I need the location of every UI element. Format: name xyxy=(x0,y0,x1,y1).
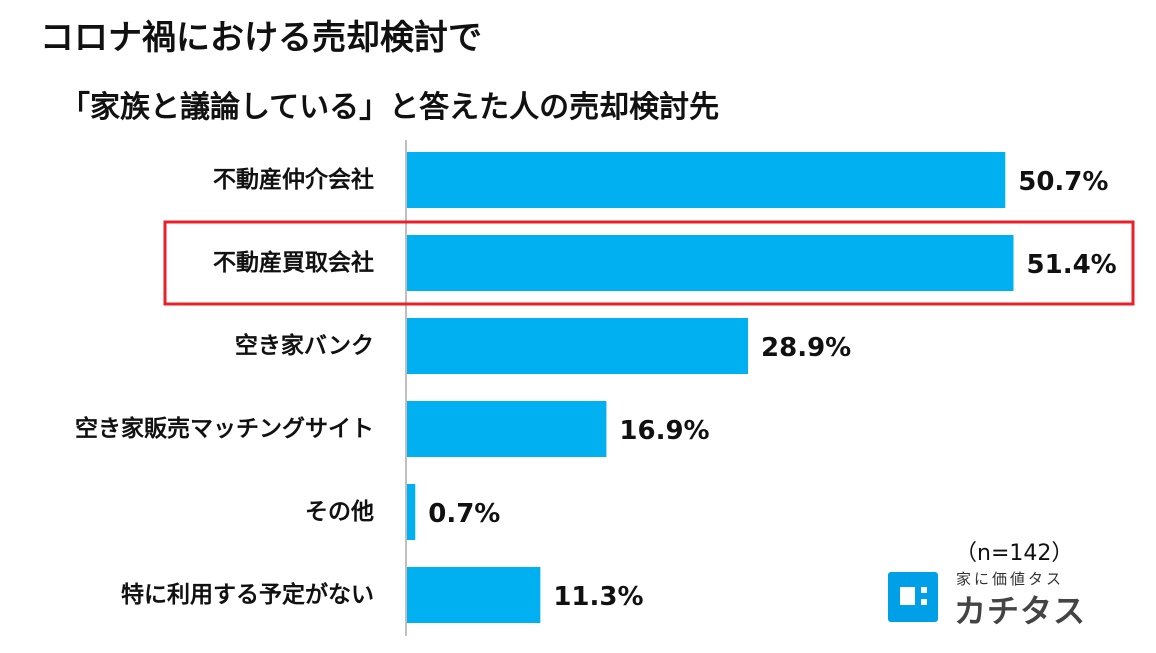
highlight-frame xyxy=(163,220,1135,306)
logo-name: カチタス xyxy=(954,592,1087,630)
value-label-0: 50.7% xyxy=(1018,167,1108,197)
kachitasu-logo: 家に価値タス カチタス xyxy=(888,568,1088,630)
category-label-0: 不動産仲介会社 xyxy=(213,166,374,193)
category-label-3: 空き家販売マッチングサイト xyxy=(75,415,374,442)
bar-4 xyxy=(407,484,416,540)
value-label-4: 0.7% xyxy=(428,499,500,529)
value-label-2: 28.9% xyxy=(761,333,851,363)
bar-0 xyxy=(407,152,1006,208)
value-label-3: 16.9% xyxy=(619,416,709,446)
value-label-5: 11.3% xyxy=(553,582,643,612)
kachitasu-logo-icon xyxy=(888,572,938,622)
sample-size-note: （n=142） xyxy=(955,541,1074,566)
bar-3 xyxy=(407,401,607,457)
category-label-4: その他 xyxy=(305,499,374,525)
logo-tagline: 家に価値タス xyxy=(956,570,1065,588)
chart-title-line2: 「家族と議論している」と答えた人の売却検討先 xyxy=(60,90,720,125)
chart-title-line1: コロナ禍における売却検討で xyxy=(40,18,482,58)
value-label-1: 51.4% xyxy=(1027,250,1117,280)
bar-5 xyxy=(407,567,541,623)
category-label-2: 空き家バンク xyxy=(235,332,374,359)
category-label-5: 特に利用する予定がない xyxy=(121,581,374,608)
bar-1 xyxy=(407,235,1014,291)
bar-2 xyxy=(407,318,749,374)
category-label-1: 不動産買取会社 xyxy=(213,249,374,276)
